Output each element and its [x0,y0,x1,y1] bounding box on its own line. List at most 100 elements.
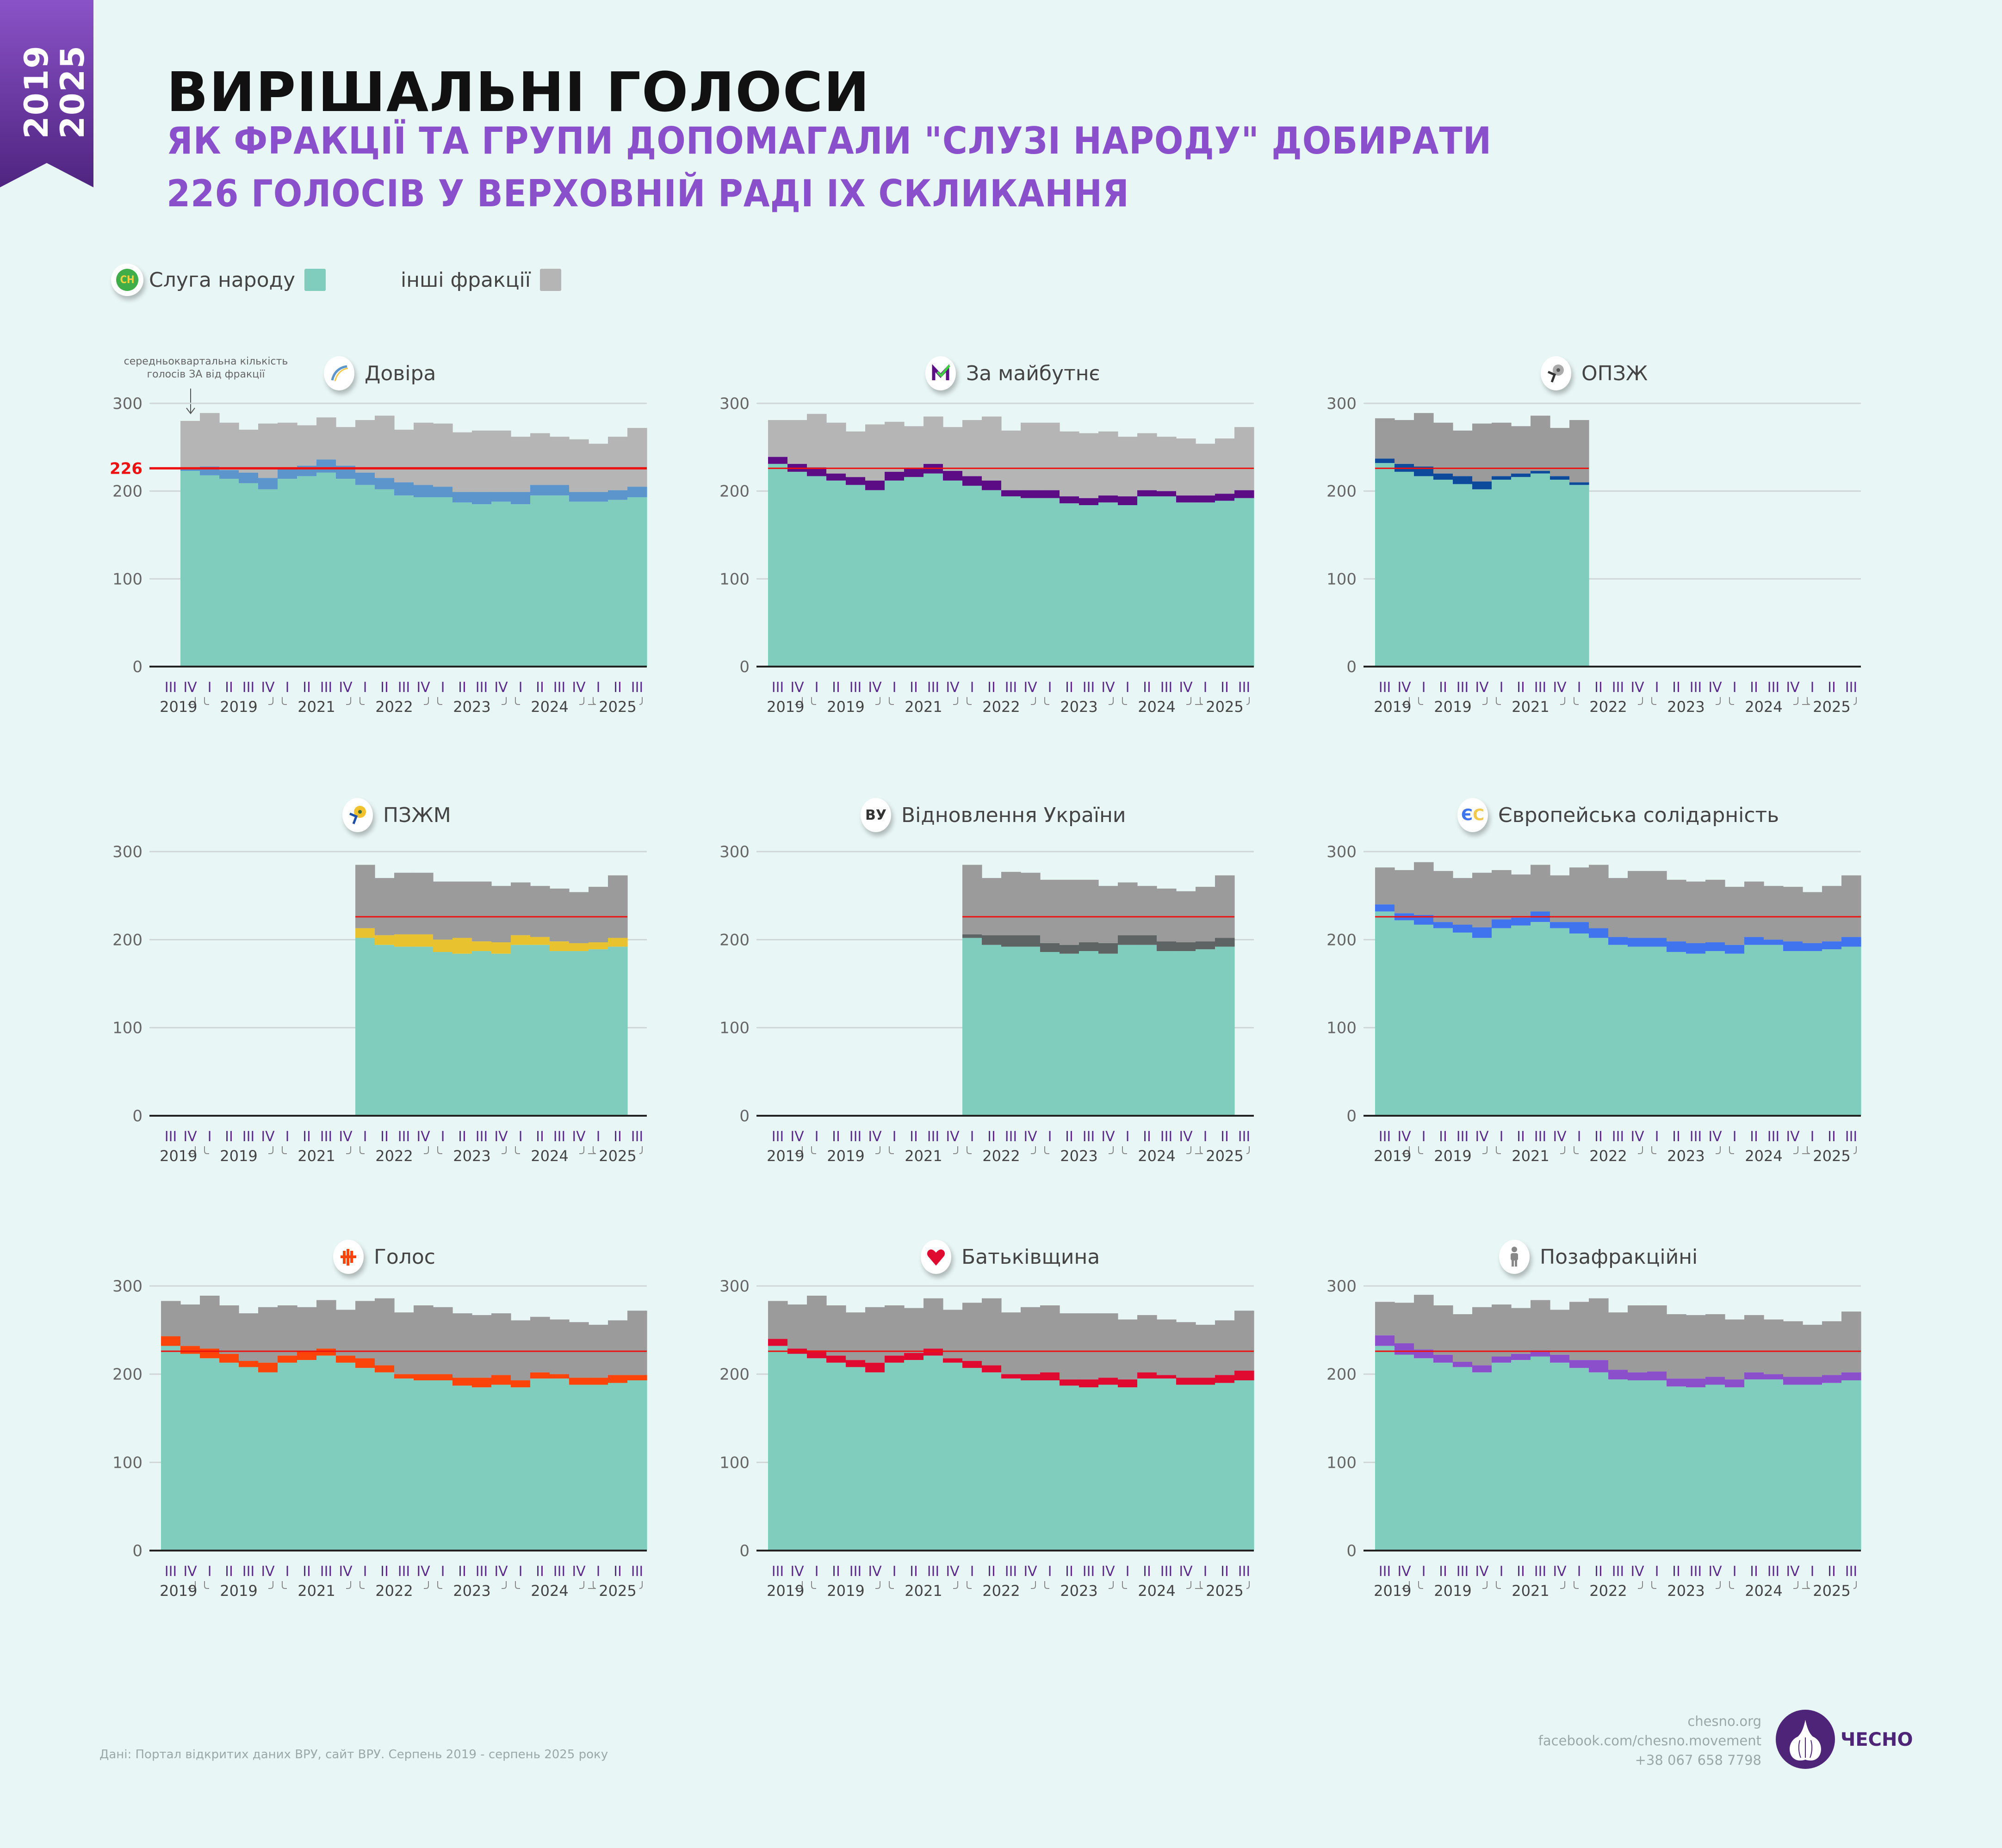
faction-bar [1414,1349,1434,1359]
others-bar [394,429,414,482]
year-bracket [502,1146,507,1154]
servant-bar [1196,1384,1215,1551]
year-label: 2021 [1512,1147,1549,1165]
year-bracket [188,1146,196,1154]
year-bracket [359,697,365,705]
quarter-label: IV [339,680,353,696]
year-bracket [1496,697,1501,705]
quarter-label: I [1500,1129,1504,1145]
servant-bar [1157,951,1177,1116]
faction-bar [982,935,1002,945]
others-bar [278,1305,298,1356]
quarter-label: III [165,1564,177,1580]
year-bracket [1195,697,1203,705]
quarter-label: I [1500,680,1504,696]
faction-bar [1628,938,1648,947]
others-bar [1608,878,1628,937]
servant-bar [1395,471,1414,667]
faction-bar [1744,937,1764,945]
quarter-label: II [225,680,233,696]
others-bar [1196,887,1215,942]
year-bracket [1109,1146,1114,1154]
quarter-label: I [1577,1129,1581,1145]
quarter-label: II [832,1129,840,1145]
year-bracket [875,697,880,705]
others-bar [826,422,846,474]
others-bar [394,1312,414,1374]
quarter-label: IV [416,1564,430,1580]
page-subtitle-line2: 226 ГОЛОСІВ У ВЕРХОВНІЙ РАДІ IX СКЛИКАНН… [167,172,1129,215]
servant-bar [1215,946,1235,1116]
year-bracket [1122,697,1127,705]
year-bracket [502,1581,507,1589]
quarter-label: III [1457,1129,1469,1145]
year-bracket [889,1581,894,1589]
chart-title-9: Позафракційні [1499,1240,1698,1274]
others-bar [1157,1319,1177,1375]
others-bar [1453,430,1473,476]
year-bracket [282,1146,287,1154]
others-bar [452,432,472,492]
servant-bar [962,1368,982,1551]
others-bar [1001,430,1021,490]
faction-bar [1375,904,1395,912]
year-bracket [424,697,429,705]
year-bracket [1044,697,1049,705]
faction-bar [1395,464,1414,472]
faction-bar [1001,1374,1021,1379]
servant-bar [1395,920,1414,1116]
servant-bar [1783,1384,1803,1551]
quarter-label: IV [790,680,804,696]
others-bar [982,416,1002,481]
servant-bar [1705,951,1725,1116]
quarter-label: IV [494,1129,508,1145]
quarter-label: III [1160,1129,1173,1145]
faction-bar [1176,942,1196,952]
facebook-link[interactable]: facebook.com/chesno.movement [1538,1733,1761,1749]
servant-bar [1841,946,1861,1116]
servant-bar [452,953,472,1116]
faction-bar [1705,942,1725,952]
servant-bar [1511,1360,1531,1551]
quarter-label: I [363,1564,367,1580]
servant-bar [982,945,1002,1116]
year-bracket [811,1581,816,1589]
others-bar [1395,1303,1414,1343]
chart-title-3: ОПЗЖ [1541,356,1648,390]
faction-bar [608,1375,628,1383]
year-label: 2024 [531,698,568,716]
year-bracket [1246,1581,1250,1589]
others-bar [180,420,200,470]
faction-bar [1040,943,1060,952]
quarter-label: IV [1786,680,1800,696]
servant-bar [219,479,239,667]
quarter-label: I [208,680,212,696]
others-bar [1492,870,1512,920]
servant-bar [1472,489,1492,667]
servant-bar [1196,949,1215,1116]
others-bar [433,881,453,940]
faction-bar [452,1378,472,1386]
others-bar [375,415,395,478]
year-bracket [953,1581,958,1589]
others-bar [1079,879,1099,943]
faction-bar [200,1348,220,1359]
others-bar [1375,418,1395,459]
others-bar [962,420,982,476]
quarter-label: IV [1475,1129,1489,1145]
site-link[interactable]: chesno.org [1687,1713,1761,1729]
others-bar [1764,1319,1784,1374]
chart-title-8: Батьківщина [921,1240,1100,1274]
others-bar [1040,422,1060,490]
others-bar [1021,872,1041,935]
year-label: 2019 [1434,1582,1471,1600]
year-bracket [1418,1146,1423,1154]
year-label: 2019 [160,698,197,716]
faction-bar [1511,917,1531,926]
year-label: 2024 [1745,698,1782,716]
quarter-label: III [476,1564,488,1580]
others-bar [1841,875,1861,937]
year-label: 2022 [375,1147,413,1165]
vu-logo-icon: ВУ [861,798,891,832]
year-bracket [1853,697,1857,705]
